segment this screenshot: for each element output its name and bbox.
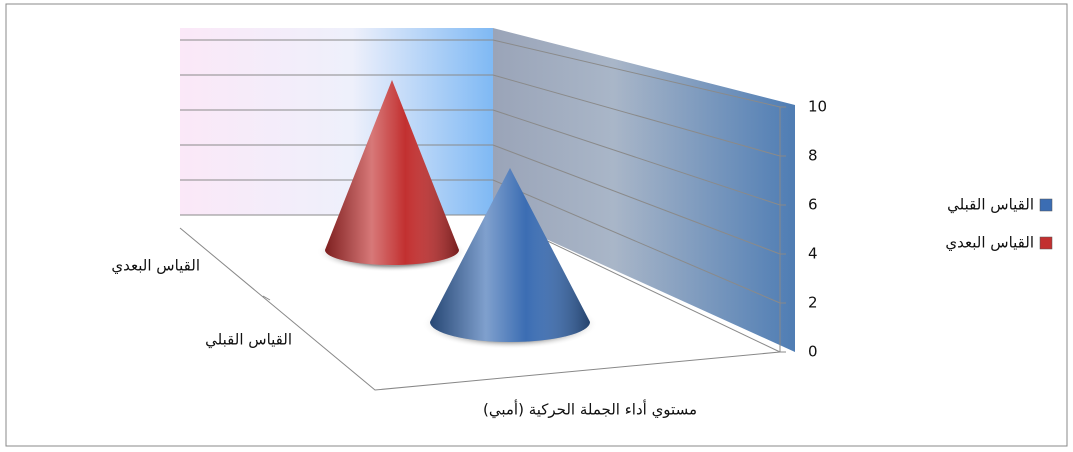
y-tick-label: 6 <box>808 196 818 214</box>
legend-label: القياس البعدي <box>945 234 1034 253</box>
grid-line <box>492 74 781 157</box>
side-wall <box>493 28 795 352</box>
back-wall <box>180 28 493 215</box>
y-tick-label: 8 <box>808 147 818 165</box>
floor-edge <box>179 227 781 391</box>
cone-shading <box>430 168 590 342</box>
legend-swatch <box>1039 236 1053 250</box>
y-tick-label: 4 <box>808 245 818 263</box>
depth-tick <box>262 295 271 301</box>
depth-label: القياس البعدي <box>111 257 200 276</box>
depth-label: القياس القبلي <box>205 331 292 350</box>
y-tick-label: 2 <box>808 294 818 312</box>
legend-swatch <box>1039 198 1053 212</box>
y-tick-label: 10 <box>808 98 827 116</box>
grid-line <box>492 109 781 206</box>
grid-line <box>492 39 781 108</box>
cone-shading <box>325 80 459 265</box>
grid-line <box>492 144 781 255</box>
grid-line <box>492 179 781 304</box>
y-tick-label: 0 <box>808 343 818 361</box>
legend-label: القياس القبلي <box>947 196 1034 215</box>
category-label: مستوي أداء الجملة الحركية (أمبي) <box>483 400 697 420</box>
